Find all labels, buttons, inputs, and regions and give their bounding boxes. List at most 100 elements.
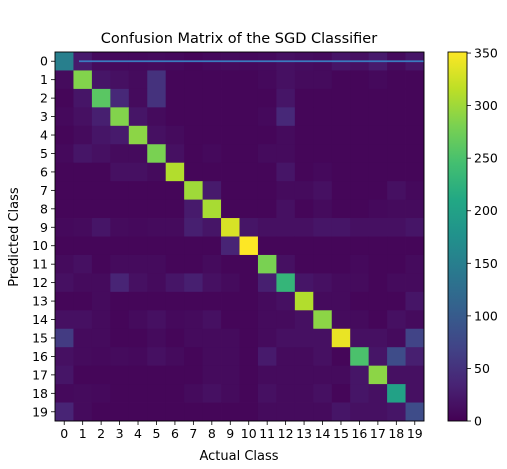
heatmap-cells xyxy=(55,52,425,422)
matrix-cell xyxy=(294,144,314,164)
matrix-cell xyxy=(257,162,277,182)
matrix-cell xyxy=(221,70,240,90)
matrix-cell xyxy=(313,236,333,256)
x-tick-label: 19 xyxy=(407,426,423,441)
matrix-cell xyxy=(294,347,314,367)
matrix-cell xyxy=(147,125,167,145)
matrix-cell xyxy=(184,402,203,422)
matrix-cell xyxy=(221,236,240,256)
matrix-cell xyxy=(221,125,240,145)
matrix-cell xyxy=(91,125,111,145)
matrix-cell xyxy=(73,291,93,311)
colorbar-tick-label: 250 xyxy=(474,151,498,166)
matrix-cell xyxy=(128,273,148,293)
matrix-cell xyxy=(73,70,93,90)
matrix-cell xyxy=(184,347,203,367)
matrix-cell xyxy=(110,328,130,348)
matrix-cell xyxy=(184,218,203,237)
matrix-cell xyxy=(221,365,240,385)
matrix-cell xyxy=(73,125,93,145)
y-axis-label: Predicted Class xyxy=(7,187,22,287)
matrix-cell xyxy=(110,254,130,274)
matrix-cell xyxy=(147,254,167,274)
colorbar-tick-label: 0 xyxy=(474,414,482,429)
matrix-cell xyxy=(405,328,425,348)
matrix-cell xyxy=(147,199,167,219)
x-axis-label: Actual Class xyxy=(199,449,278,464)
matrix-cell xyxy=(294,384,314,403)
matrix-cell xyxy=(368,144,388,164)
matrix-cell xyxy=(331,291,351,311)
matrix-cell xyxy=(110,181,130,200)
matrix-cell xyxy=(91,254,111,274)
matrix-cell xyxy=(368,310,388,330)
x-tick-label: 10 xyxy=(241,426,257,441)
matrix-cell xyxy=(239,162,259,182)
x-tick-label: 16 xyxy=(351,426,367,441)
matrix-cell xyxy=(313,162,333,182)
matrix-cell xyxy=(331,365,351,385)
matrix-cell xyxy=(276,254,296,274)
matrix-cell xyxy=(184,181,203,200)
x-tick-label: 3 xyxy=(116,426,124,441)
matrix-cell xyxy=(387,273,406,293)
matrix-cell xyxy=(110,162,130,182)
matrix-cell xyxy=(184,125,203,145)
matrix-cell xyxy=(221,144,240,164)
matrix-cell xyxy=(276,88,296,108)
matrix-cell xyxy=(239,254,259,274)
matrix-cell xyxy=(147,162,167,182)
matrix-cell xyxy=(165,162,185,182)
matrix-cell xyxy=(55,88,74,108)
matrix-cell xyxy=(350,347,370,367)
matrix-cell xyxy=(110,88,130,108)
matrix-cell xyxy=(257,328,277,348)
matrix-cell xyxy=(405,162,425,182)
matrix-cell xyxy=(313,291,333,311)
colorbar-tick-label: 350 xyxy=(474,46,498,61)
matrix-cell xyxy=(110,70,130,90)
matrix-cell xyxy=(257,347,277,367)
matrix-cell xyxy=(368,162,388,182)
matrix-cell xyxy=(202,125,222,145)
matrix-cell xyxy=(73,384,93,403)
matrix-cell xyxy=(55,291,74,311)
matrix-cell xyxy=(91,199,111,219)
matrix-cell xyxy=(110,107,130,127)
matrix-cell xyxy=(294,254,314,274)
y-tick-label: 7 xyxy=(40,183,48,198)
matrix-cell xyxy=(239,365,259,385)
matrix-cell xyxy=(221,254,240,274)
matrix-cell xyxy=(184,236,203,256)
matrix-cell xyxy=(350,365,370,385)
matrix-cell xyxy=(202,273,222,293)
matrix-cell xyxy=(239,310,259,330)
matrix-cell xyxy=(91,273,111,293)
matrix-cell xyxy=(387,291,406,311)
matrix-cell xyxy=(128,107,148,127)
x-tick-label: 6 xyxy=(171,426,179,441)
matrix-cell xyxy=(239,218,259,237)
matrix-cell xyxy=(405,88,425,108)
matrix-cell xyxy=(165,199,185,219)
matrix-cell xyxy=(313,365,333,385)
matrix-cell xyxy=(128,402,148,422)
y-tick-label: 15 xyxy=(32,330,48,345)
matrix-cell xyxy=(147,218,167,237)
matrix-cell xyxy=(331,144,351,164)
matrix-cell xyxy=(387,144,406,164)
matrix-cell xyxy=(239,181,259,200)
matrix-cell xyxy=(128,310,148,330)
matrix-cell xyxy=(331,384,351,403)
matrix-cell xyxy=(202,254,222,274)
matrix-cell xyxy=(73,181,93,200)
matrix-cell xyxy=(110,236,130,256)
matrix-cell xyxy=(184,328,203,348)
matrix-cell xyxy=(239,125,259,145)
matrix-cell xyxy=(313,125,333,145)
matrix-cell xyxy=(239,273,259,293)
x-tick-label: 15 xyxy=(333,426,349,441)
matrix-cell xyxy=(110,125,130,145)
